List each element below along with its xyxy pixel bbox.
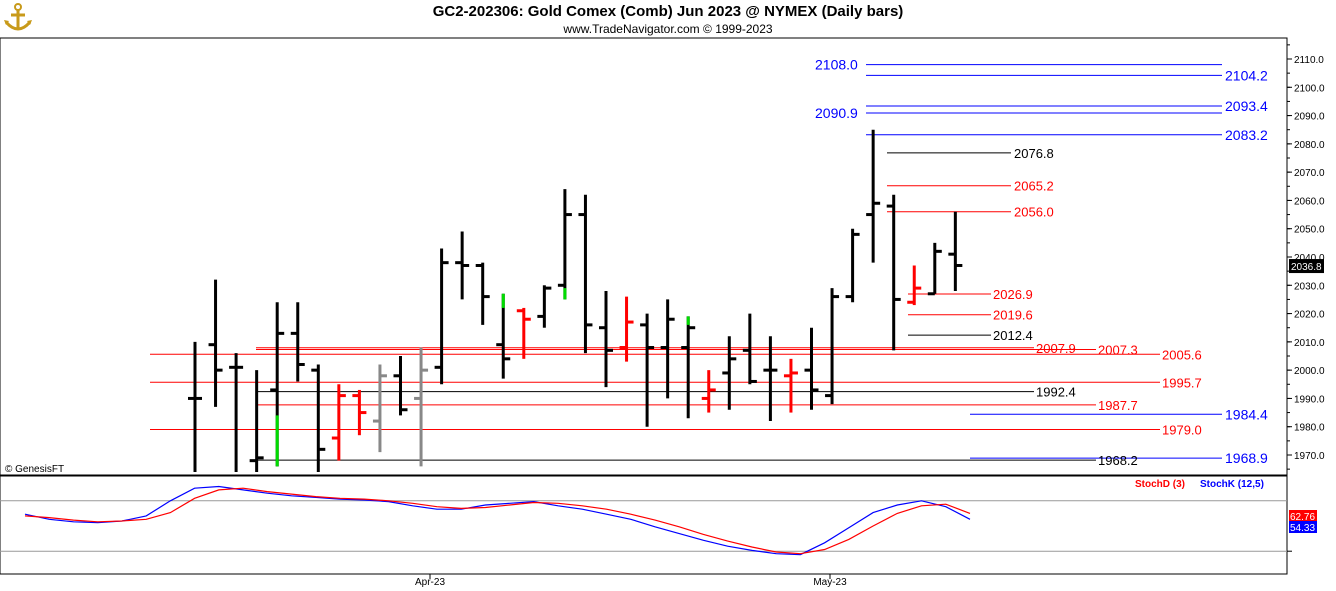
level-label: 2083.2 xyxy=(1225,127,1268,143)
level-label: 1992.4 xyxy=(1036,385,1076,400)
level-label: 2056.0 xyxy=(1014,205,1054,220)
price-tick-label: 1980.0 xyxy=(1294,423,1325,434)
price-levels: 2108.0 2104.2 2093.4 2090.9 2083.2 2076.8 2065… xyxy=(150,57,1268,468)
time-tick-label: Apr-23 xyxy=(415,577,445,588)
level-label: 2026.9 xyxy=(993,287,1033,302)
price-tick-label: 2030.0 xyxy=(1294,281,1325,292)
price-tick-label: 2090.0 xyxy=(1294,112,1325,123)
level-label: 2007.3 xyxy=(1098,342,1138,357)
level-label: 1984.4 xyxy=(1225,406,1268,422)
anchor-logo-icon xyxy=(2,2,34,34)
level-label: 1979.0 xyxy=(1162,423,1202,438)
level-label: 2012.4 xyxy=(993,328,1033,343)
price-tick-label: 1970.0 xyxy=(1294,451,1325,462)
price-tick-label: 2040.0 xyxy=(1294,253,1325,264)
chart-title: GC2-202306: Gold Comex (Comb) Jun 2023 @… xyxy=(432,3,904,20)
stochd-value: 62.76 xyxy=(1290,512,1315,523)
level-label: 2090.9 xyxy=(815,105,858,121)
price-tick-label: 2110.0 xyxy=(1294,55,1324,66)
copyright-label: © GenesisFT xyxy=(5,464,64,475)
time-axis: Apr-23 May-23 xyxy=(415,574,847,588)
price-axis: 1970.0 1980.0 1990.0 2000.0 2010.0 2020.0 2030… xyxy=(1287,44,1325,470)
last-price-box xyxy=(1289,259,1324,274)
level-label: 2019.6 xyxy=(993,308,1033,323)
price-tick-label: 2070.0 xyxy=(1294,168,1325,179)
level-label: 1995.7 xyxy=(1162,375,1202,390)
stochd-legend: StochD (3) xyxy=(1135,479,1185,490)
level-label: 2005.6 xyxy=(1162,347,1202,362)
level-label: 1987.7 xyxy=(1098,398,1138,413)
price-tick-label: 2100.0 xyxy=(1294,83,1325,94)
time-tick-label: May-23 xyxy=(813,577,847,588)
price-tick-label: 1990.0 xyxy=(1294,394,1325,405)
stochk-value-box xyxy=(1289,521,1317,533)
price-tick-label: 2000.0 xyxy=(1294,366,1325,377)
stochd-line xyxy=(24,487,971,555)
stochk-line xyxy=(24,485,971,556)
price-tick-label: 2050.0 xyxy=(1294,225,1325,236)
stochk-legend: StochK (12,5) xyxy=(1200,479,1264,490)
level-label: 2076.8 xyxy=(1014,146,1054,161)
level-label: 2093.4 xyxy=(1225,98,1268,114)
price-bars xyxy=(188,129,963,472)
level-label: 2007.9 xyxy=(1036,341,1076,356)
chart-subtitle: www.TradeNavigator.com © 1999-2023 xyxy=(563,22,773,36)
stochd-value-box xyxy=(1289,510,1317,522)
level-label: 2104.2 xyxy=(1225,67,1268,83)
level-label: 1968.9 xyxy=(1225,450,1268,466)
price-tick-label: 2060.0 xyxy=(1294,196,1325,207)
last-price-label: 2036.8 xyxy=(1291,262,1322,273)
level-label: 2108.0 xyxy=(815,57,858,73)
price-tick-label: 2020.0 xyxy=(1294,310,1325,321)
price-tick-label: 2080.0 xyxy=(1294,140,1325,151)
level-label: 2065.2 xyxy=(1014,179,1054,194)
stochk-value: 54.33 xyxy=(1290,523,1315,534)
level-label: 1968.2 xyxy=(1098,453,1138,468)
price-tick-label: 2010.0 xyxy=(1294,338,1325,349)
